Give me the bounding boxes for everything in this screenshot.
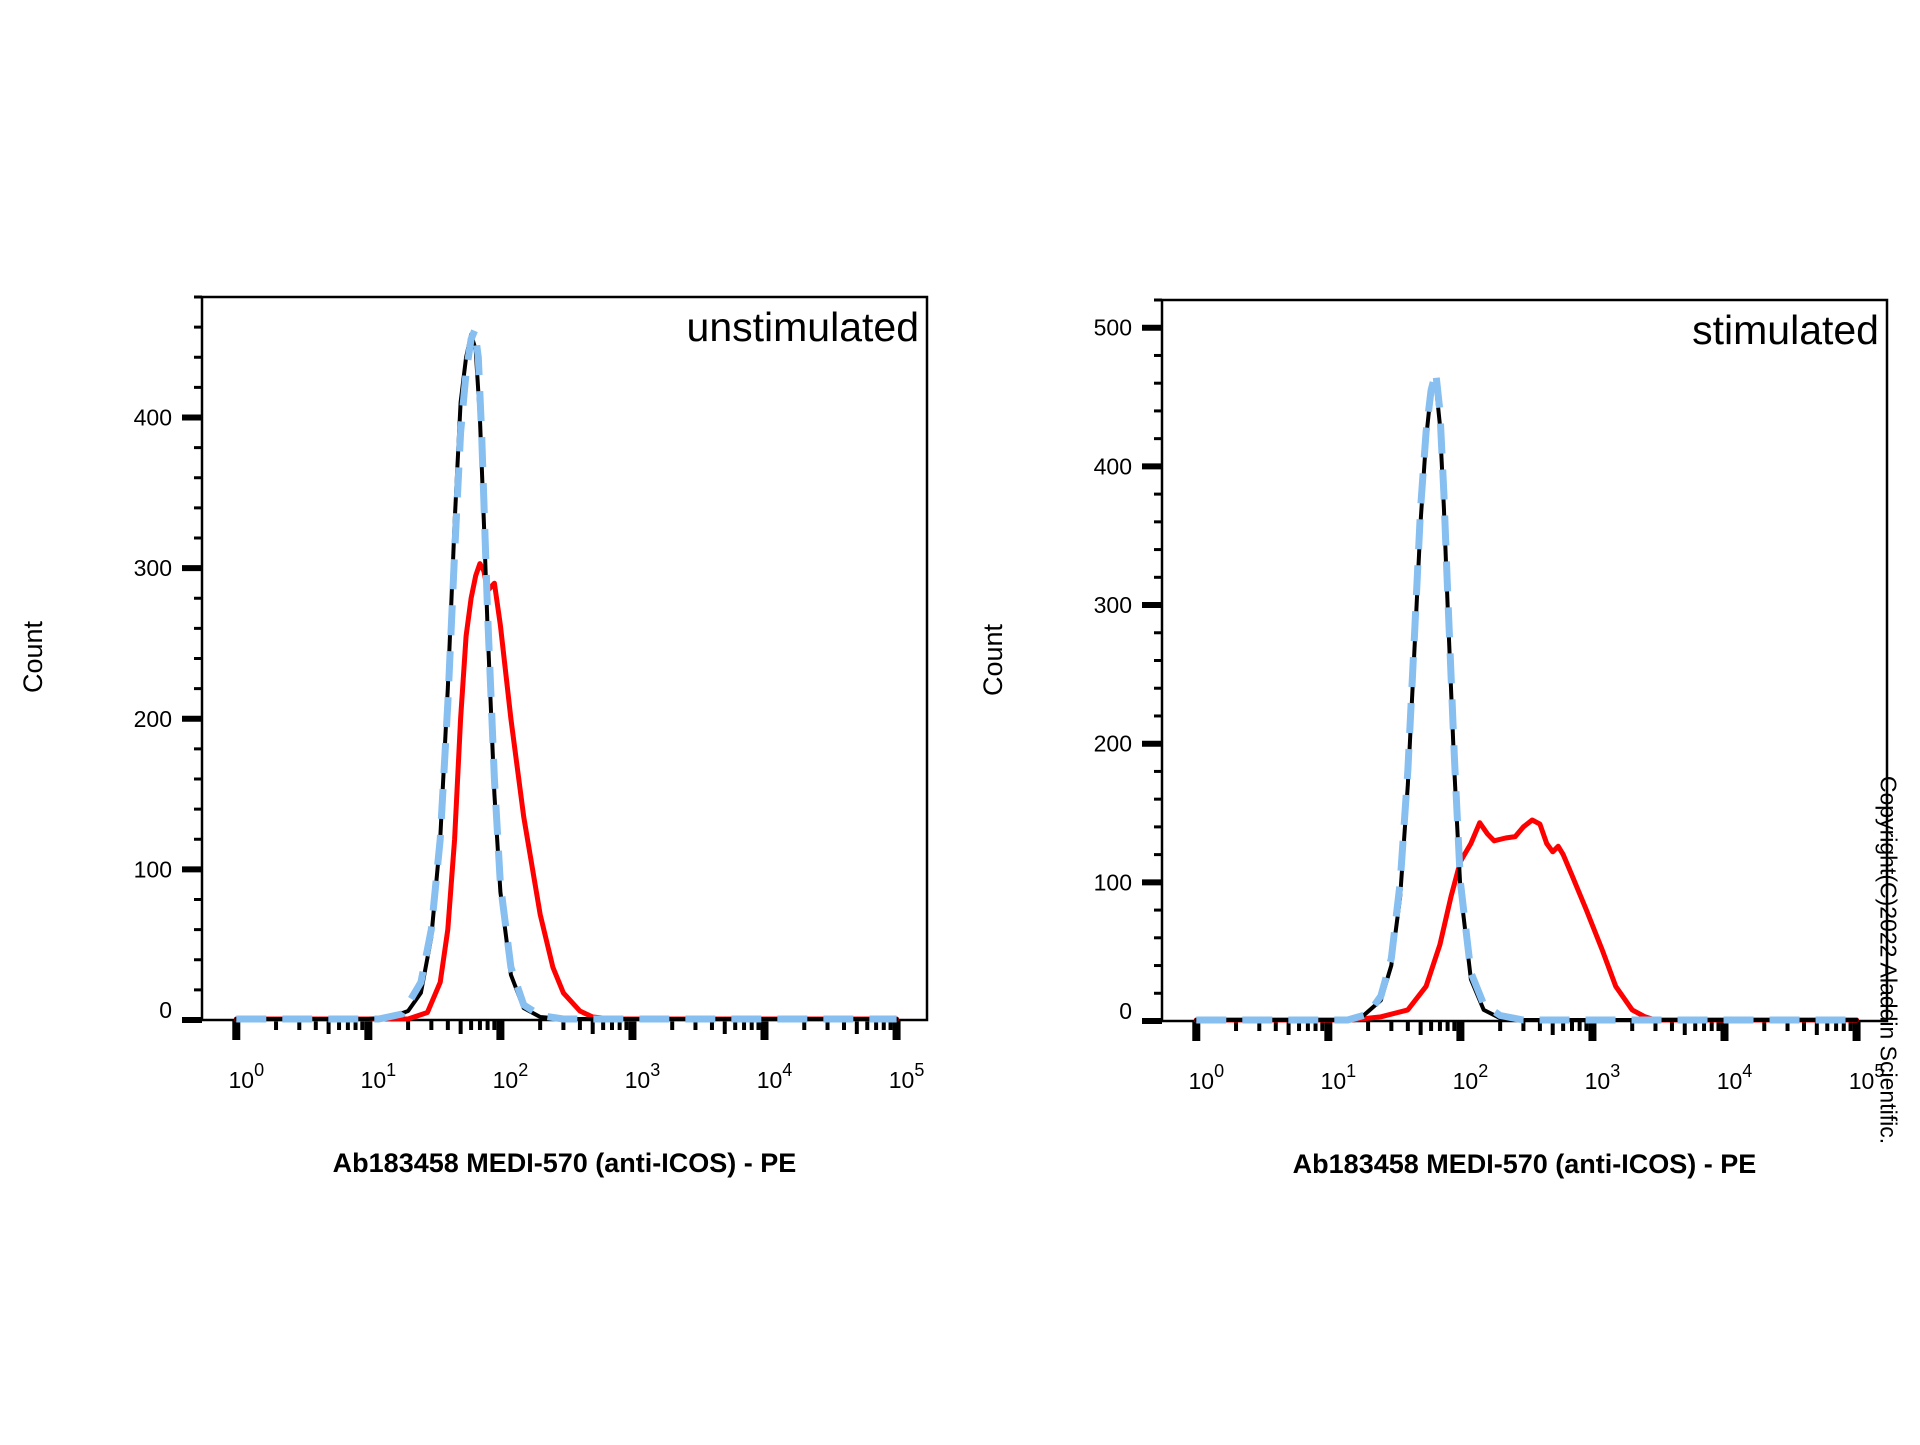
y-axis-label: Count — [18, 620, 48, 693]
y-tick-label: 0 — [1119, 998, 1132, 1024]
x-axis-label: Ab183458 MEDI-570 (anti-ICOS) - PE — [333, 1148, 797, 1178]
y-tick-label: 400 — [1094, 453, 1132, 479]
series-red-line — [1193, 817, 1860, 1023]
series-blue-line — [236, 326, 897, 1023]
y-tick-label: 100 — [1094, 869, 1132, 895]
x-tick-label: 103 — [1585, 1061, 1621, 1094]
x-tick-label: 105 — [889, 1060, 925, 1093]
series-red-line — [233, 561, 900, 1022]
series-black-line — [1194, 381, 1859, 1022]
y-tick-label: 300 — [1094, 592, 1132, 618]
x-tick-label: 102 — [493, 1060, 529, 1093]
x-tick-label: 103 — [625, 1060, 661, 1093]
x-tick-label: 100 — [228, 1060, 264, 1093]
y-tick-label: 100 — [134, 856, 172, 882]
x-tick-label: 102 — [1453, 1061, 1489, 1094]
panel-unstimulated: 0 100 200 300 400 100 101 102 103 104 105 unstimula… — [18, 295, 929, 1178]
series-black-line — [234, 332, 899, 1021]
y-tick-label: 400 — [134, 405, 172, 431]
x-axis-label: Ab183458 MEDI-570 (anti-ICOS) - PE — [1293, 1149, 1757, 1179]
copyright-watermark-text: Copyright(C)2022 Aladdin Scientific. — [1875, 775, 1902, 1145]
y-tick-label: 200 — [1094, 731, 1132, 757]
y-tick-label: 500 — [1094, 315, 1132, 341]
panel-annotation: unstimulated — [687, 304, 919, 350]
y-tick-label: 200 — [134, 706, 172, 732]
x-tick-label: 101 — [1321, 1061, 1357, 1094]
x-tick-label: 104 — [1717, 1061, 1753, 1094]
plot-frame — [1160, 298, 1889, 1023]
x-tick-label: 100 — [1188, 1061, 1224, 1094]
y-tick-label: 300 — [134, 555, 172, 581]
panel-annotation: stimulated — [1692, 307, 1879, 353]
y-axis-label: Count — [978, 623, 1008, 696]
y-tick-label: 0 — [159, 997, 172, 1023]
x-tick-label: 101 — [361, 1060, 397, 1093]
series-blue-line — [1196, 368, 1857, 1024]
x-tick-label: 104 — [757, 1060, 793, 1093]
plot-frame — [200, 295, 929, 1022]
